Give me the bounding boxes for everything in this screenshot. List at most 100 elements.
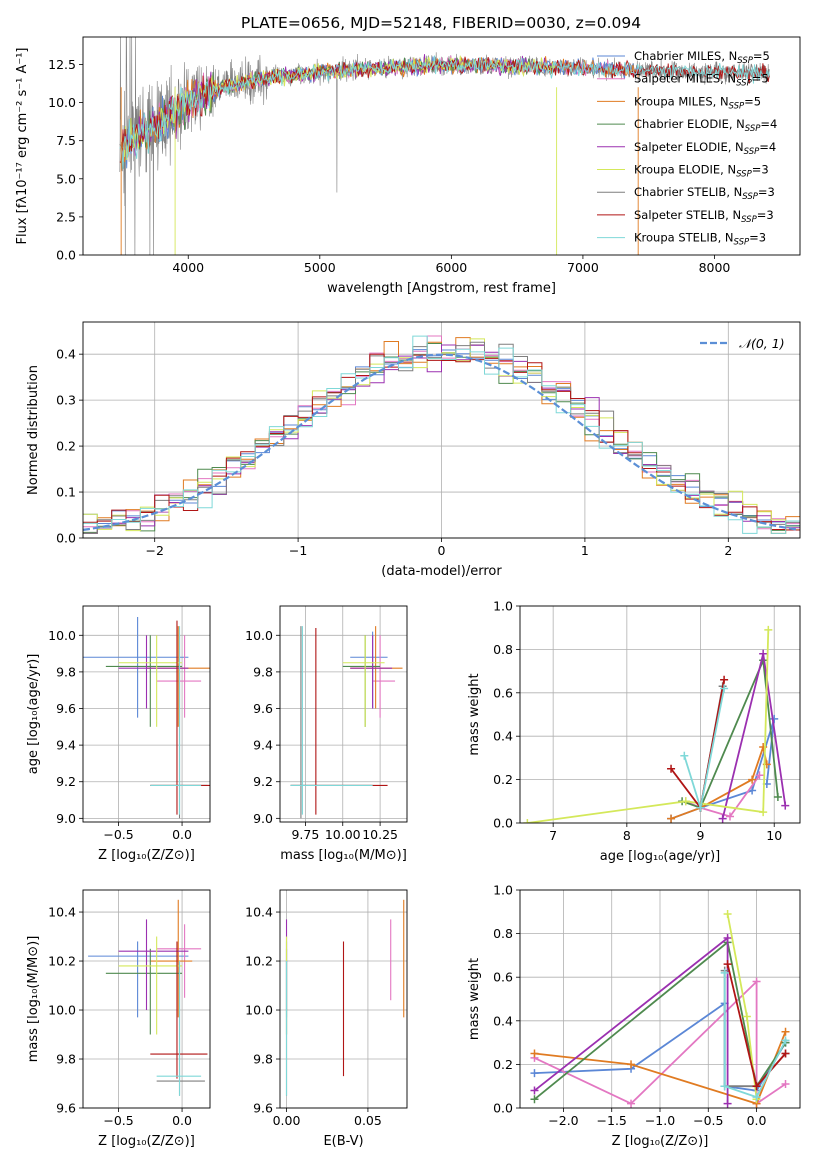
plot-area (83, 616, 210, 819)
x-axis-label: mass [log₁₀(M/M⊙)] (280, 848, 407, 863)
weight-marker (720, 675, 729, 684)
x-tick-label: 7000 (567, 260, 599, 275)
x-tick-label: 9 (697, 828, 705, 843)
errorbar-point (88, 941, 189, 1018)
x-tick-label: −1.5 (597, 1113, 627, 1128)
weight-marker (770, 714, 779, 723)
y-tick-label: 9.8 (253, 664, 273, 679)
plot-area (83, 335, 800, 534)
weight-marker (773, 792, 782, 801)
y-tick-label: 10.0 (48, 95, 76, 110)
x-tick-label: −0.5 (693, 1113, 723, 1128)
axes: 9.75 10.00 10.25 9.0 9.2 9.4 9.6 9.8 10.0 mass [l… (245, 605, 408, 863)
x-tick-label: −0.5 (103, 827, 133, 842)
y-tick-label: 9.6 (253, 701, 273, 716)
x-tick-label: 0.0 (747, 1113, 767, 1128)
axes-frame (279, 889, 408, 1109)
weight-marker (681, 797, 690, 806)
weight-marker (696, 803, 705, 812)
legend: Chabrier MILES, NSSP=5 Salpeter MILES, NS… (597, 49, 777, 248)
model-spectrum-kroupa-stelib (119, 55, 770, 169)
weight-marker (723, 933, 732, 942)
legend-label: Chabrier STELIB, NSSP=3 (634, 185, 775, 202)
legend-label: Salpeter MILES, NSSP=5 (634, 72, 769, 89)
weight-marker (755, 771, 764, 780)
y-tick-label: 2.5 (56, 209, 76, 224)
y-tick-label: 10.4 (245, 905, 273, 920)
weight-marker (781, 801, 790, 810)
weight-marker (723, 1099, 732, 1108)
plot-area (88, 899, 208, 1096)
y-tick-label: 0.2 (493, 1057, 513, 1072)
weight-marker (718, 814, 727, 823)
plot-area (530, 909, 790, 1108)
y-tick-label: 0.4 (56, 347, 76, 362)
axes: 4000 5000 6000 7000 8000 0.0 2.5 5.0 7.5 10.0 12.5… (15, 36, 801, 296)
y-tick-label: 10.4 (48, 905, 76, 920)
x-tick-label: 8000 (699, 260, 731, 275)
grid (280, 606, 407, 822)
y-tick-label: 0.8 (493, 926, 513, 941)
weight-marker (752, 1082, 761, 1091)
x-tick-label: 1 (581, 543, 589, 558)
x-tick-label: 7 (549, 828, 557, 843)
errorbar-point (150, 626, 202, 815)
y-tick-label: 9.6 (253, 1101, 273, 1116)
y-tick-label: 0.6 (493, 685, 513, 700)
y-tick-label: 0.2 (493, 772, 513, 787)
y-tick-label: 10.0 (245, 628, 273, 643)
x-tick-label: 0.0 (172, 827, 192, 842)
legend-label: 𝒩(0, 1) (739, 336, 785, 351)
y-tick-label: 10.2 (48, 954, 76, 969)
errorbar-point (146, 626, 210, 727)
y-axis-label: Flux [fλ10⁻¹⁷ erg cm⁻² s⁻¹ A⁻¹] (15, 48, 30, 245)
axes-frame (82, 889, 211, 1109)
x-tick-label: −1.0 (645, 1113, 675, 1128)
weight-marker (680, 751, 689, 760)
panel-age-vs-Z: −0.5 0.0 9.0 9.2 9.4 9.6 9.8 10.0 Z [log₁₀(Z/Z⊙)… (26, 605, 211, 863)
x-tick-label: 10 (766, 828, 782, 843)
errorbar-point (105, 948, 183, 1035)
y-tick-label: 1.0 (493, 883, 513, 898)
panel-weight-vs-Z: −2.0 −1.5 −1.0 −0.5 0.0 0.0 0.2 0.4 0.6 0.8 1.0 Z [… (467, 883, 801, 1149)
y-tick-label: 9.6 (56, 701, 76, 716)
weight-marker (726, 812, 734, 821)
y-tick-label: 7.5 (56, 133, 76, 148)
panel-mass-vs-Z: −0.5 0.0 9.6 9.8 10.0 10.2 10.4 Z [log₁₀(Z/Z⊙)]… (26, 889, 211, 1149)
weight-line-salpeter-stelib (670, 679, 725, 810)
weight-marker (720, 968, 729, 977)
histogram-chabrier-stelib (83, 341, 800, 534)
errorbar-point (105, 635, 183, 727)
legend: 𝒩(0, 1) (700, 336, 785, 351)
model-spectrum-salpeter-stelib (119, 56, 770, 164)
errorbar-point (156, 635, 202, 718)
axes: −2 −1 0 1 2 0.0 0.1 0.2 0.3 0.4 (data-model)/error… (26, 321, 801, 579)
x-axis-label: (data-model)/error (381, 564, 502, 579)
weight-marker (530, 1095, 539, 1104)
plot-area (119, 37, 770, 255)
y-tick-label: 0.4 (493, 1013, 513, 1028)
y-tick-label: 10.2 (245, 954, 273, 969)
weight-marker (752, 1093, 761, 1102)
weight-line-kroupa-stelib (723, 972, 787, 1099)
x-tick-label: −2 (145, 543, 163, 558)
y-tick-label: 10.0 (245, 1003, 273, 1018)
x-axis-label: wavelength [Angstrom, rest frame] (327, 281, 556, 296)
y-tick-label: 9.8 (56, 1052, 76, 1067)
weight-marker (723, 909, 732, 918)
errorbar-point (342, 635, 385, 727)
axes-frame (519, 605, 801, 824)
panel-age-vs-mass: 9.75 10.00 10.25 9.0 9.2 9.4 9.6 9.8 10.0 mass [l… (245, 605, 408, 863)
errorbar-point (118, 936, 183, 1035)
weight-marker (720, 684, 729, 693)
axes: −0.5 0.0 9.0 9.2 9.4 9.6 9.8 10.0 Z [log₁₀(Z/Z⊙)… (26, 605, 211, 863)
errorbar-point (290, 626, 373, 815)
x-tick-label: 9.75 (291, 827, 319, 842)
legend-label: Salpeter ELODIE, NSSP=4 (634, 140, 776, 157)
x-axis-label: age [log₁₀(age/yr)] (600, 849, 721, 864)
y-tick-label: 0.8 (493, 642, 513, 657)
weight-marker (742, 1012, 751, 1021)
panel-mass-vs-ebv: 0.00 0.05 9.6 9.8 10.0 10.2 10.4 E(B-V) (245, 889, 408, 1149)
x-tick-label: 10.25 (362, 827, 398, 842)
